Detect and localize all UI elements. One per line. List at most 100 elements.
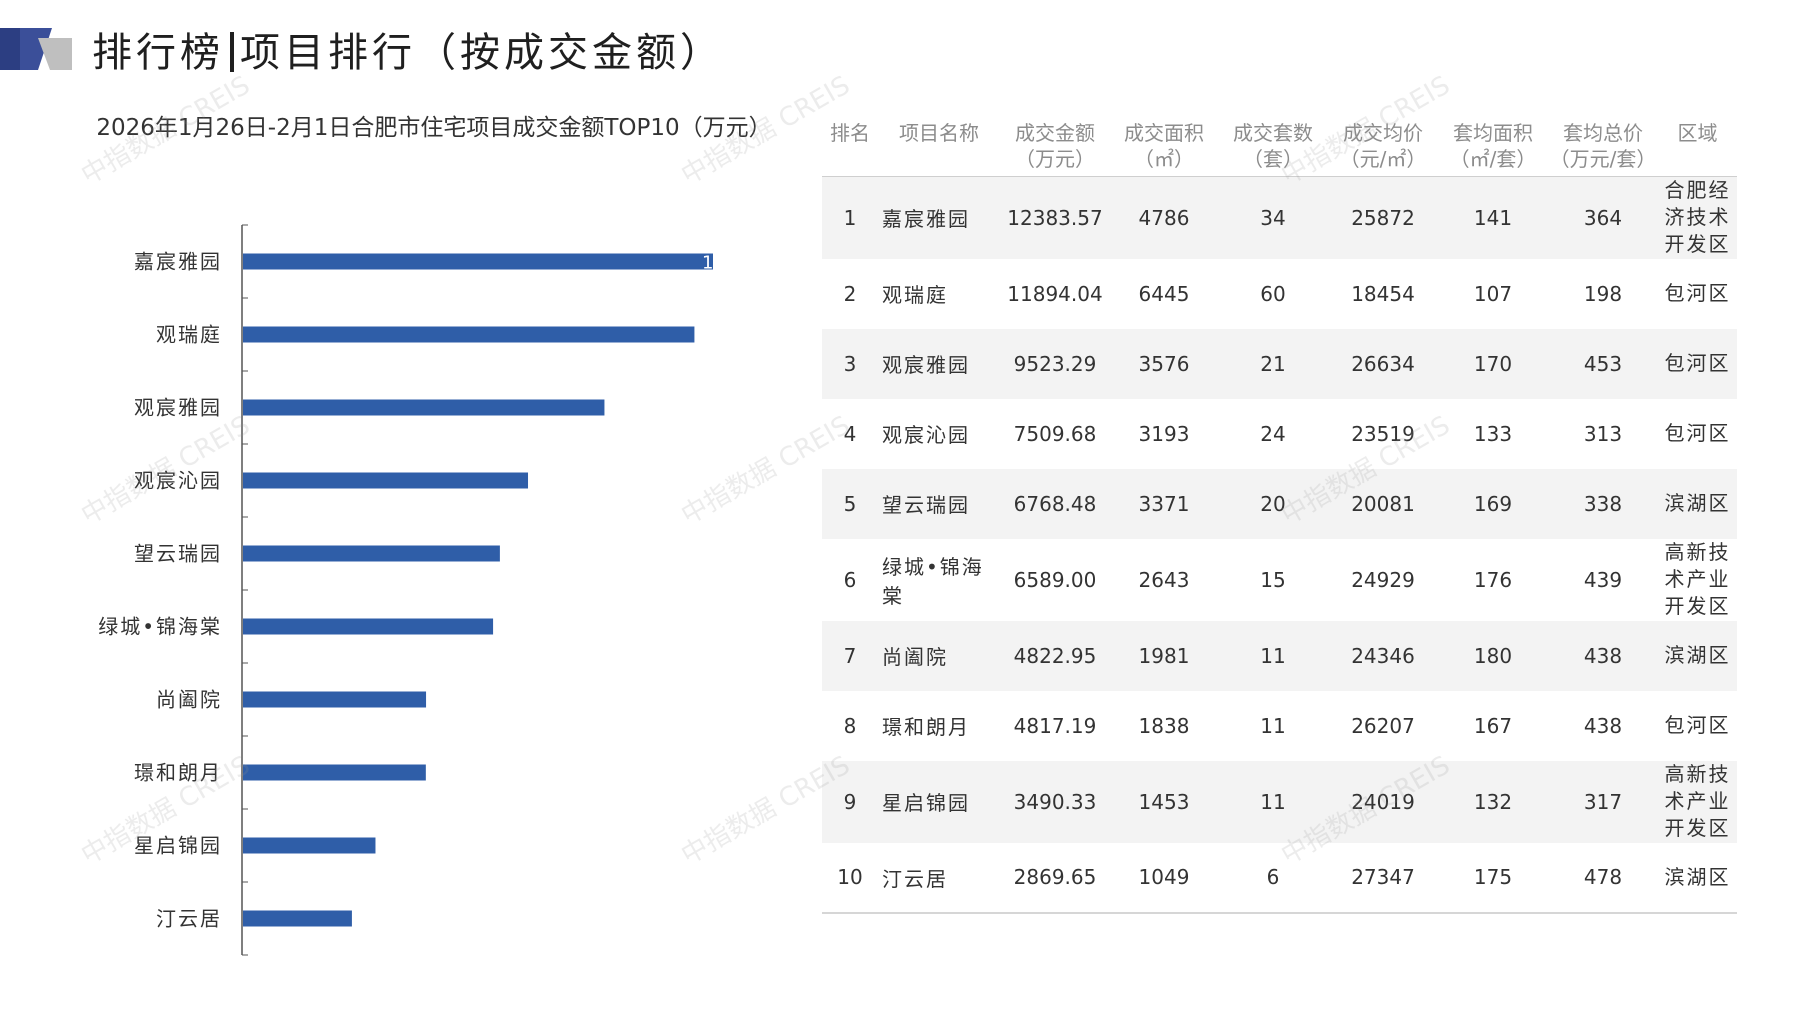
amount-cell: 2869.65 [1000,842,1110,914]
table-header-cell: 成交金额 （万元） [1000,110,1110,177]
avg-price-cell: 27347 [1328,842,1438,914]
project-name-cell: 星启锦园 [878,760,1000,843]
chart-title: 2026年1月26日-2月1日合肥市住宅项目成交金额TOP10（万元） [96,115,772,141]
units-cell: 24 [1218,398,1328,469]
ranking-table: 排名 项目名称 成交金额 （万元） 成交面积 （㎡） 成交套数 （套） 成交均价 （元/㎡） 套均面… [822,110,1737,914]
avg-area-cell: 167 [1438,690,1548,761]
avg-area-cell: 176 [1438,538,1548,621]
avg-price-cell: 24929 [1328,538,1438,621]
bar [243,326,695,343]
amount-cell: 7509.68 [1000,398,1110,469]
project-name-cell: 望云瑞园 [878,468,1000,539]
avg-area-cell: 107 [1438,258,1548,329]
amount-cell: 9523.29 [1000,328,1110,399]
table-row: 4 观宸沁园 7509.68 3193 24 23519 133 313 包河区 [822,398,1737,469]
project-name-cell: 观宸雅园 [878,328,1000,399]
rank-cell: 2 [822,258,878,329]
amount-cell: 6768.48 [1000,468,1110,539]
area-cell: 1981 [1110,620,1218,691]
avg-total-cell: 439 [1548,538,1658,621]
bar [243,691,427,708]
category-label: 尚阖院 [156,688,222,712]
category-label: 星启锦园 [134,834,222,858]
area-cell: 1049 [1110,842,1218,914]
amount-cell: 12383.57 [1000,176,1110,259]
project-name-cell: 绿城•锦海棠 [878,538,1000,621]
bar [243,399,605,416]
area-cell: 6445 [1110,258,1218,329]
bar [243,910,352,927]
district-cell: 包河区 [1658,690,1737,761]
category-label: 璟和朗月 [134,761,222,785]
avg-area-cell: 169 [1438,468,1548,539]
amount-cell: 3490.33 [1000,760,1110,843]
area-cell: 3371 [1110,468,1218,539]
units-cell: 11 [1218,760,1328,843]
units-cell: 11 [1218,620,1328,691]
category-label: 嘉宸雅园 [134,250,222,274]
table-header-cell: 项目名称 [878,110,1000,177]
table-row: 6 绿城•锦海棠 6589.00 2643 15 24929 176 439 高新技术产业开发区 [822,538,1737,621]
bar [243,618,494,635]
units-cell: 6 [1218,842,1328,914]
area-cell: 1838 [1110,690,1218,761]
avg-area-cell: 132 [1438,760,1548,843]
page-title-right: 项目排行（按成交金额） [240,30,724,76]
amount-cell: 4822.95 [1000,620,1110,691]
avg-area-cell: 175 [1438,842,1548,914]
bar [243,253,713,270]
table-row: 7 尚阖院 4822.95 1981 11 24346 180 438 滨湖区 [822,620,1737,691]
category-label: 绿城•锦海棠 [98,615,222,639]
area-cell: 4786 [1110,176,1218,259]
project-name-cell: 观瑞庭 [878,258,1000,329]
rank-cell: 10 [822,842,878,914]
category-label: 汀云居 [156,907,222,931]
amount-cell: 6589.00 [1000,538,1110,621]
avg-total-cell: 438 [1548,620,1658,691]
table-header-cell: 区域 [1658,110,1737,177]
district-cell: 滨湖区 [1658,620,1737,691]
table-row: 3 观宸雅园 9523.29 3576 21 26634 170 453 包河区 [822,328,1737,399]
category-label: 观宸沁园 [134,469,222,493]
table-row: 2 观瑞庭 11894.04 6445 60 18454 107 198 包河区 [822,258,1737,329]
header-logo-shape [0,28,72,70]
table-header-cell: 成交面积 （㎡） [1110,110,1218,177]
table-header-cell: 套均面积 （㎡/套） [1438,110,1548,177]
area-cell: 3193 [1110,398,1218,469]
avg-total-cell: 478 [1548,842,1658,914]
rank-cell: 5 [822,468,878,539]
area-cell: 1453 [1110,760,1218,843]
bar [243,837,376,854]
table-header-cell: 排名 [822,110,878,177]
district-cell: 合肥经济技术开发区 [1658,176,1737,259]
avg-total-cell: 438 [1548,690,1658,761]
project-name-cell: 观宸沁园 [878,398,1000,469]
avg-price-cell: 20081 [1328,468,1438,539]
rank-cell: 3 [822,328,878,399]
page-title: 排行榜 项目排行（按成交金额） [92,20,724,78]
table-header-row: 排名 项目名称 成交金额 （万元） 成交面积 （㎡） 成交套数 （套） 成交均价 （元/㎡） 套均面… [822,110,1737,177]
rank-cell: 1 [822,176,878,259]
amount-cell: 4817.19 [1000,690,1110,761]
district-cell: 包河区 [1658,328,1737,399]
table-row: 1 嘉宸雅园 12383.57 4786 34 25872 141 364 合肥经济技术开发区 [822,176,1737,259]
units-cell: 20 [1218,468,1328,539]
avg-total-cell: 338 [1548,468,1658,539]
avg-price-cell: 26207 [1328,690,1438,761]
page-title-left: 排行榜 [92,30,224,76]
district-cell: 滨湖区 [1658,468,1737,539]
avg-total-cell: 313 [1548,398,1658,469]
amount-cell: 11894.04 [1000,258,1110,329]
avg-total-cell: 364 [1548,176,1658,259]
project-name-cell: 璟和朗月 [878,690,1000,761]
avg-total-cell: 453 [1548,328,1658,399]
district-cell: 高新技术产业开发区 [1658,538,1737,621]
avg-total-cell: 317 [1548,760,1658,843]
units-cell: 34 [1218,176,1328,259]
rank-cell: 4 [822,398,878,469]
district-cell: 滨湖区 [1658,842,1737,914]
avg-area-cell: 180 [1438,620,1548,691]
avg-price-cell: 25872 [1328,176,1438,259]
units-cell: 15 [1218,538,1328,621]
category-label: 望云瑞园 [134,542,222,566]
